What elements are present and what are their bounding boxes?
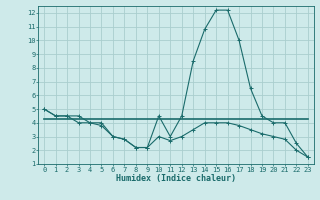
X-axis label: Humidex (Indice chaleur): Humidex (Indice chaleur): [116, 174, 236, 183]
